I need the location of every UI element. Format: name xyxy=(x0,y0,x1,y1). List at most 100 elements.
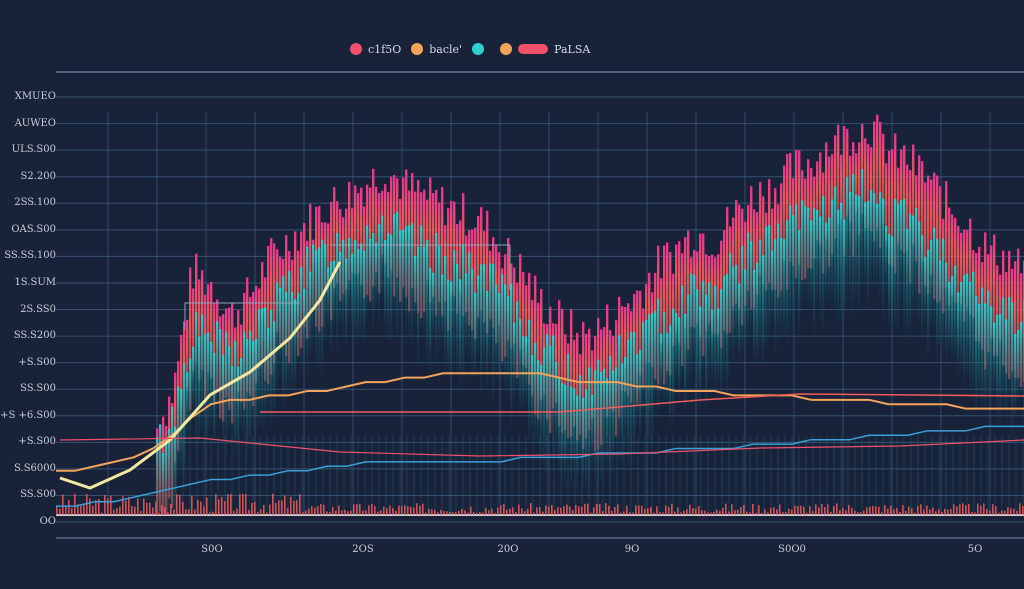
cyan-spike-bar xyxy=(375,242,378,312)
baseline-spike xyxy=(596,503,598,515)
cyan-spike-bar xyxy=(1002,297,1005,411)
cyan-spike-bar xyxy=(873,193,876,290)
baseline-spike xyxy=(689,504,691,515)
baseline-spike xyxy=(149,502,151,515)
cyan-spike-bar xyxy=(222,355,225,445)
baseline-spike xyxy=(191,495,193,515)
baseline-spike xyxy=(182,501,184,515)
cyan-spike-bar xyxy=(813,208,816,335)
baseline-spike xyxy=(839,510,841,515)
cyan-spike-bar xyxy=(681,285,684,384)
cyan-spike-bar xyxy=(432,272,435,340)
cyan-spike-bar xyxy=(1005,319,1008,421)
baseline-spike xyxy=(500,505,502,515)
baseline-spike xyxy=(962,503,964,515)
baseline-spike xyxy=(515,512,517,515)
cyan-spike-bar xyxy=(180,389,183,475)
cyan-spike-bar xyxy=(843,219,846,319)
coral-spike-bar xyxy=(582,321,585,449)
cyan-spike-bar xyxy=(279,287,282,378)
baseline-spike xyxy=(194,509,196,515)
baseline-spike xyxy=(890,505,892,515)
baseline-spike xyxy=(782,511,784,515)
baseline-spike xyxy=(602,511,604,515)
coral-spike-bar xyxy=(591,350,594,419)
baseline-spike xyxy=(332,506,334,515)
baseline-spike xyxy=(716,509,718,515)
baseline-spike xyxy=(824,506,826,515)
baseline-spike xyxy=(1010,508,1012,515)
cyan-spike-bar xyxy=(687,294,690,387)
cyan-spike-bar xyxy=(945,262,948,360)
cyan-spike-bar xyxy=(192,346,195,413)
cyan-spike-bar xyxy=(600,371,603,480)
baseline-spike xyxy=(875,506,877,515)
baseline-spike xyxy=(383,506,385,515)
baseline-spike xyxy=(215,494,217,515)
baseline-spike xyxy=(491,508,493,515)
baseline-spike xyxy=(101,512,103,515)
cyan-spike-bar xyxy=(789,205,792,334)
baseline-spike xyxy=(221,496,223,515)
cyan-spike-bar xyxy=(534,342,537,444)
cyan-spike-bar xyxy=(285,291,288,404)
cyan-spike-bar xyxy=(660,333,663,404)
cyan-spike-bar xyxy=(267,327,270,415)
y-tick-label: XMUEO xyxy=(14,91,56,102)
coral-spike-bar xyxy=(843,126,846,256)
baseline-spike xyxy=(527,508,529,515)
baseline-spike xyxy=(668,506,670,515)
cyan-spike-bar xyxy=(810,220,813,310)
baseline-spike xyxy=(509,508,511,515)
legend-swatch-amber xyxy=(500,43,513,55)
baseline-spike xyxy=(710,512,712,515)
coral-spike-bar xyxy=(639,290,642,375)
legend-label-2: bacle' xyxy=(429,42,463,56)
baseline-spike xyxy=(872,505,874,515)
coral-spike-bar xyxy=(174,372,177,463)
baseline-spike xyxy=(269,504,271,515)
baseline-spike xyxy=(98,499,100,515)
cyan-spike-bar xyxy=(609,355,612,486)
y-tick-label: OAS.S00 xyxy=(11,223,56,235)
baseline-spike xyxy=(905,510,907,515)
cyan-spike-bar xyxy=(465,273,468,355)
baseline-spike xyxy=(140,510,142,515)
baseline-spike xyxy=(521,508,523,515)
baseline-spike xyxy=(236,508,238,515)
cyan-spike-bar xyxy=(291,292,294,395)
coral-spike-bar xyxy=(459,220,462,293)
coral-spike-bar xyxy=(414,191,417,303)
baseline-spike xyxy=(167,512,169,515)
cyan-spike-bar xyxy=(828,217,831,305)
baseline-spike xyxy=(344,509,346,515)
cyan-spike-bar xyxy=(168,429,171,515)
baseline-spike xyxy=(899,511,901,515)
cyan-spike-bar xyxy=(399,230,402,323)
baseline-spike xyxy=(761,512,763,515)
coral-spike-bar xyxy=(636,290,639,404)
baseline-spike xyxy=(848,505,850,515)
cyan-spike-bar xyxy=(603,368,606,467)
baseline-spike xyxy=(92,505,94,515)
coral-spike-bar xyxy=(372,168,375,287)
baseline-spike xyxy=(158,512,160,515)
baseline-spike xyxy=(68,499,70,515)
baseline-spike xyxy=(677,507,679,515)
baseline-spike xyxy=(470,506,472,515)
baseline-spike xyxy=(812,510,814,515)
baseline-spike xyxy=(173,509,175,515)
cyan-spike-bar xyxy=(903,198,906,334)
baseline-spike xyxy=(599,503,601,515)
cyan-spike-bar xyxy=(921,235,924,342)
baseline-spike xyxy=(770,507,772,515)
cyan-spike-bar xyxy=(288,271,291,394)
x-tick-label: S0O0 xyxy=(778,544,806,555)
cyan-spike-bar xyxy=(834,186,837,320)
coral-spike-bar xyxy=(756,212,759,295)
cyan-spike-bar xyxy=(978,303,981,401)
cyan-spike-bar xyxy=(822,196,825,332)
cyan-spike-bar xyxy=(870,190,873,286)
cyan-spike-bar xyxy=(207,332,210,439)
cyan-spike-bar xyxy=(801,200,804,304)
